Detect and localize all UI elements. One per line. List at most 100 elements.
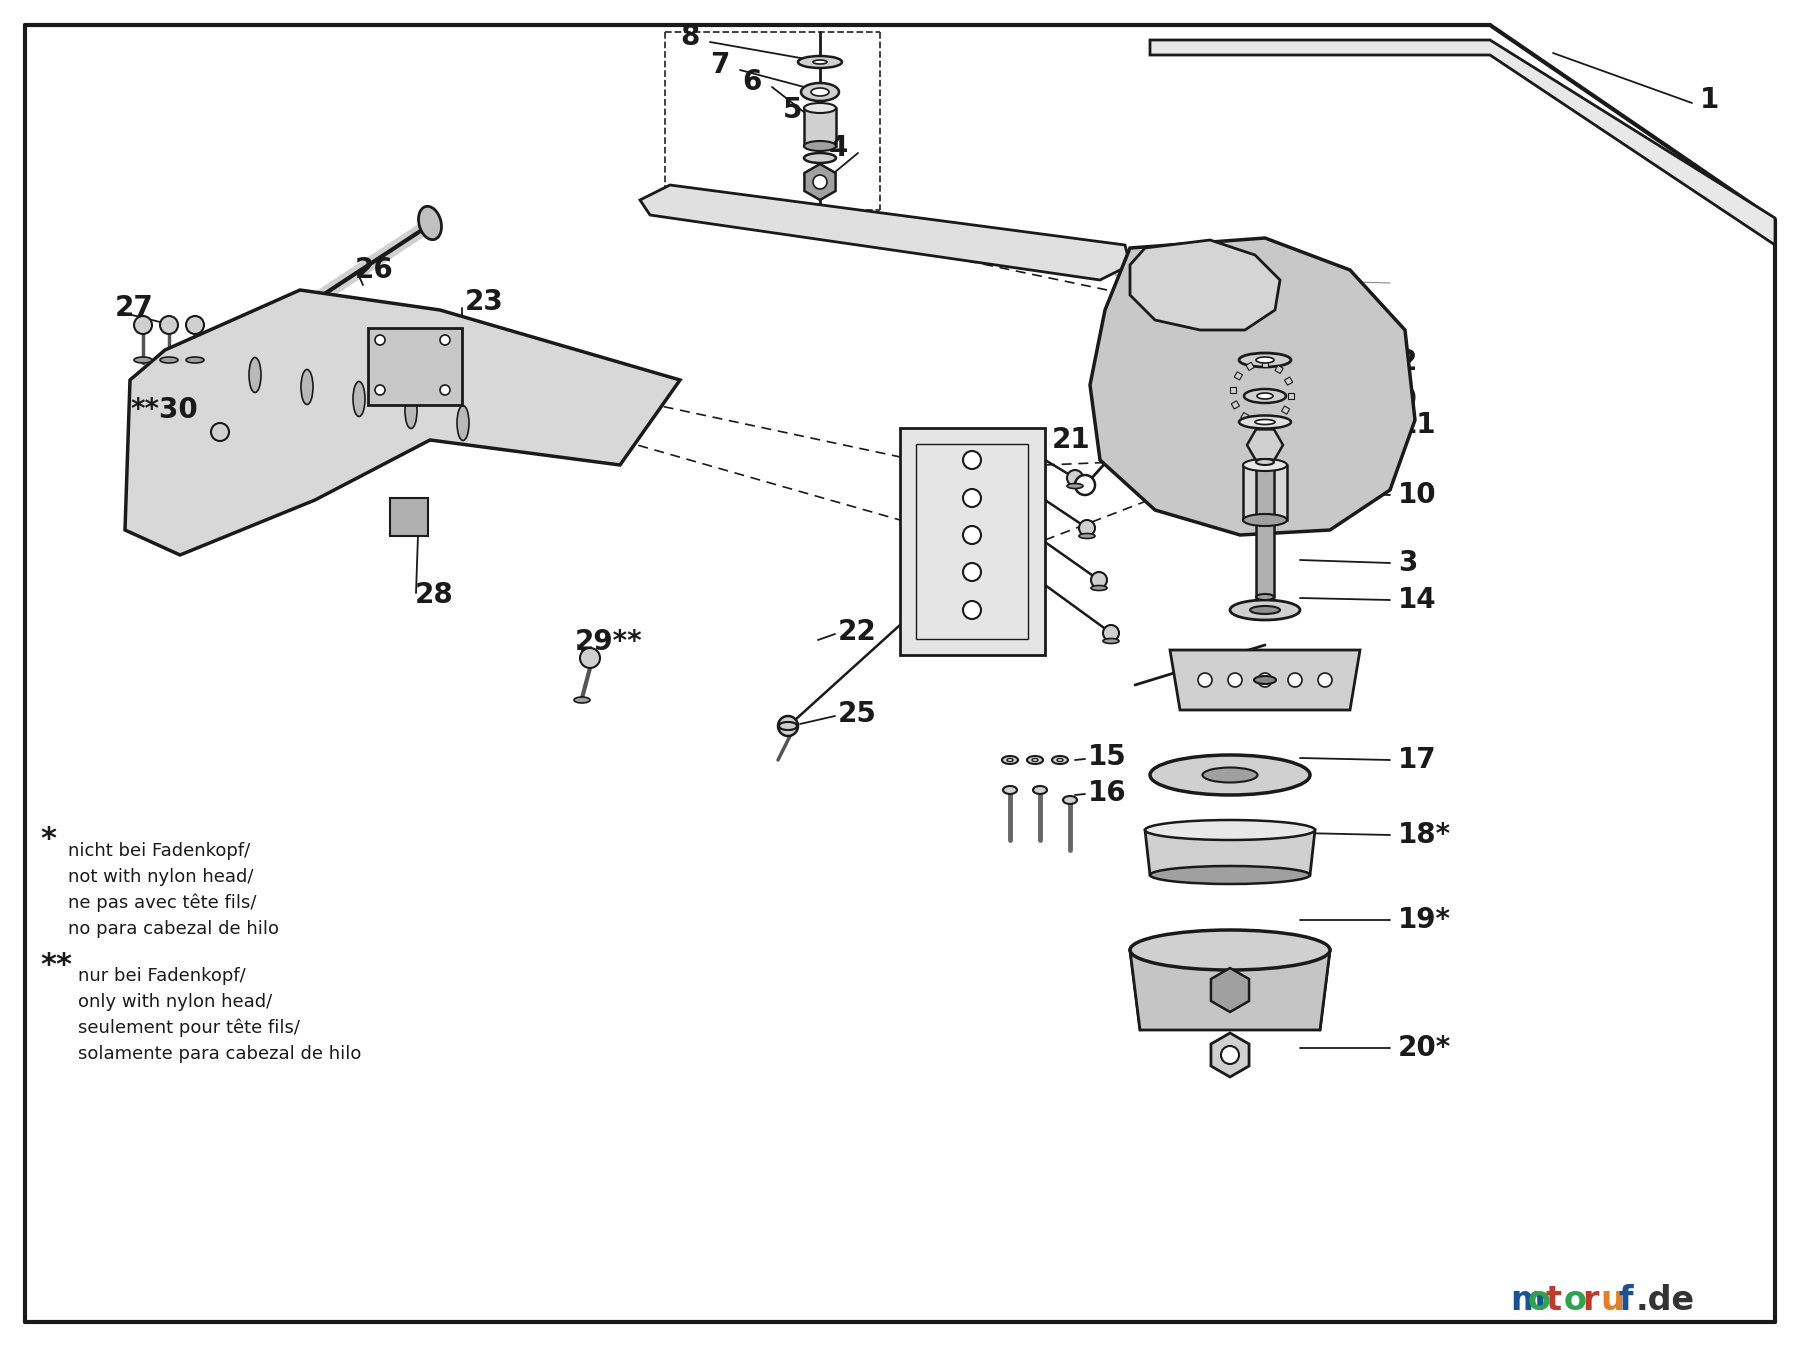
- Text: 27: 27: [115, 294, 153, 322]
- Polygon shape: [1170, 651, 1361, 710]
- Text: 3: 3: [1399, 550, 1417, 577]
- Ellipse shape: [160, 357, 178, 362]
- Ellipse shape: [133, 357, 151, 362]
- Ellipse shape: [812, 88, 830, 96]
- Ellipse shape: [457, 405, 470, 440]
- Circle shape: [963, 525, 981, 544]
- Ellipse shape: [1003, 787, 1017, 793]
- Ellipse shape: [1249, 606, 1280, 614]
- Circle shape: [1258, 674, 1273, 687]
- Ellipse shape: [1255, 419, 1274, 424]
- Ellipse shape: [301, 369, 313, 404]
- Text: 17: 17: [1399, 746, 1436, 775]
- Text: .de: .de: [1636, 1284, 1696, 1316]
- Text: 28: 28: [416, 581, 454, 609]
- Ellipse shape: [1256, 393, 1273, 399]
- Text: 11: 11: [1399, 411, 1436, 439]
- Circle shape: [211, 423, 229, 440]
- Ellipse shape: [1150, 866, 1310, 884]
- Ellipse shape: [814, 61, 826, 65]
- Polygon shape: [1091, 238, 1415, 535]
- Bar: [1235, 372, 1242, 380]
- Text: t: t: [1546, 1284, 1562, 1316]
- Ellipse shape: [1003, 756, 1019, 764]
- Text: 14: 14: [1399, 586, 1436, 614]
- Text: 18*: 18*: [1399, 822, 1451, 849]
- Bar: [1256, 419, 1262, 426]
- Ellipse shape: [1256, 357, 1274, 362]
- Circle shape: [185, 317, 203, 334]
- Ellipse shape: [1006, 758, 1013, 761]
- Ellipse shape: [1229, 599, 1300, 620]
- Polygon shape: [124, 290, 680, 555]
- Polygon shape: [900, 428, 1046, 655]
- Circle shape: [963, 563, 981, 581]
- Polygon shape: [1247, 430, 1283, 461]
- Text: 20*: 20*: [1399, 1034, 1451, 1061]
- Ellipse shape: [1244, 459, 1287, 471]
- Ellipse shape: [574, 696, 590, 703]
- Polygon shape: [1130, 240, 1280, 330]
- Circle shape: [963, 489, 981, 506]
- Ellipse shape: [778, 722, 797, 730]
- Text: f: f: [1618, 1284, 1633, 1316]
- Ellipse shape: [801, 84, 839, 101]
- Ellipse shape: [805, 154, 835, 163]
- Ellipse shape: [797, 57, 842, 67]
- Polygon shape: [1211, 968, 1249, 1012]
- Bar: [1240, 412, 1249, 420]
- Text: 9: 9: [1399, 387, 1417, 414]
- Bar: [1244, 465, 1287, 520]
- Text: 5: 5: [783, 96, 803, 124]
- Circle shape: [1075, 475, 1094, 494]
- Circle shape: [374, 385, 385, 395]
- Circle shape: [1078, 520, 1094, 536]
- Circle shape: [1220, 1047, 1238, 1064]
- Text: m: m: [1510, 1284, 1544, 1316]
- Ellipse shape: [185, 357, 203, 362]
- Text: 10: 10: [1399, 481, 1436, 509]
- Text: o: o: [1564, 1284, 1588, 1316]
- Text: 21: 21: [1051, 426, 1091, 454]
- Ellipse shape: [1057, 758, 1064, 761]
- Polygon shape: [805, 164, 835, 199]
- Bar: [1262, 361, 1267, 366]
- Circle shape: [1228, 674, 1242, 687]
- Text: 19*: 19*: [1399, 907, 1451, 933]
- Text: 25: 25: [839, 700, 877, 727]
- Bar: [1282, 405, 1291, 414]
- Circle shape: [1199, 674, 1211, 687]
- Polygon shape: [1130, 950, 1330, 1030]
- Ellipse shape: [1064, 796, 1076, 804]
- Text: 16: 16: [1087, 779, 1127, 807]
- Polygon shape: [1145, 830, 1316, 876]
- Ellipse shape: [248, 357, 261, 392]
- Circle shape: [580, 648, 599, 668]
- Ellipse shape: [353, 381, 365, 416]
- Bar: [1269, 415, 1278, 424]
- Polygon shape: [1211, 1033, 1249, 1078]
- Text: nur bei Fadenkopf/
only with nylon head/
seulement pour tête fils/
solamente par: nur bei Fadenkopf/ only with nylon head/…: [77, 967, 362, 1063]
- Text: 1: 1: [1699, 86, 1719, 114]
- Ellipse shape: [1103, 638, 1120, 644]
- Circle shape: [814, 175, 826, 189]
- Bar: [1246, 362, 1255, 370]
- Ellipse shape: [1031, 758, 1039, 761]
- Ellipse shape: [1256, 594, 1274, 599]
- Text: r: r: [1582, 1284, 1598, 1316]
- Text: nicht bei Fadenkopf/
not with nylon head/
ne pas avec tête fils/
no para cabezal: nicht bei Fadenkopf/ not with nylon head…: [68, 842, 279, 938]
- Ellipse shape: [1051, 756, 1067, 764]
- Ellipse shape: [1255, 676, 1276, 684]
- Ellipse shape: [779, 722, 797, 730]
- Bar: [391, 498, 428, 536]
- Text: 23: 23: [464, 288, 504, 317]
- Ellipse shape: [1028, 756, 1042, 764]
- Text: 6: 6: [743, 67, 761, 96]
- Text: 12: 12: [1134, 428, 1172, 457]
- Circle shape: [439, 385, 450, 395]
- Polygon shape: [1150, 40, 1775, 245]
- Ellipse shape: [1091, 586, 1107, 590]
- Circle shape: [133, 317, 151, 334]
- Circle shape: [1091, 572, 1107, 589]
- Ellipse shape: [1033, 787, 1048, 793]
